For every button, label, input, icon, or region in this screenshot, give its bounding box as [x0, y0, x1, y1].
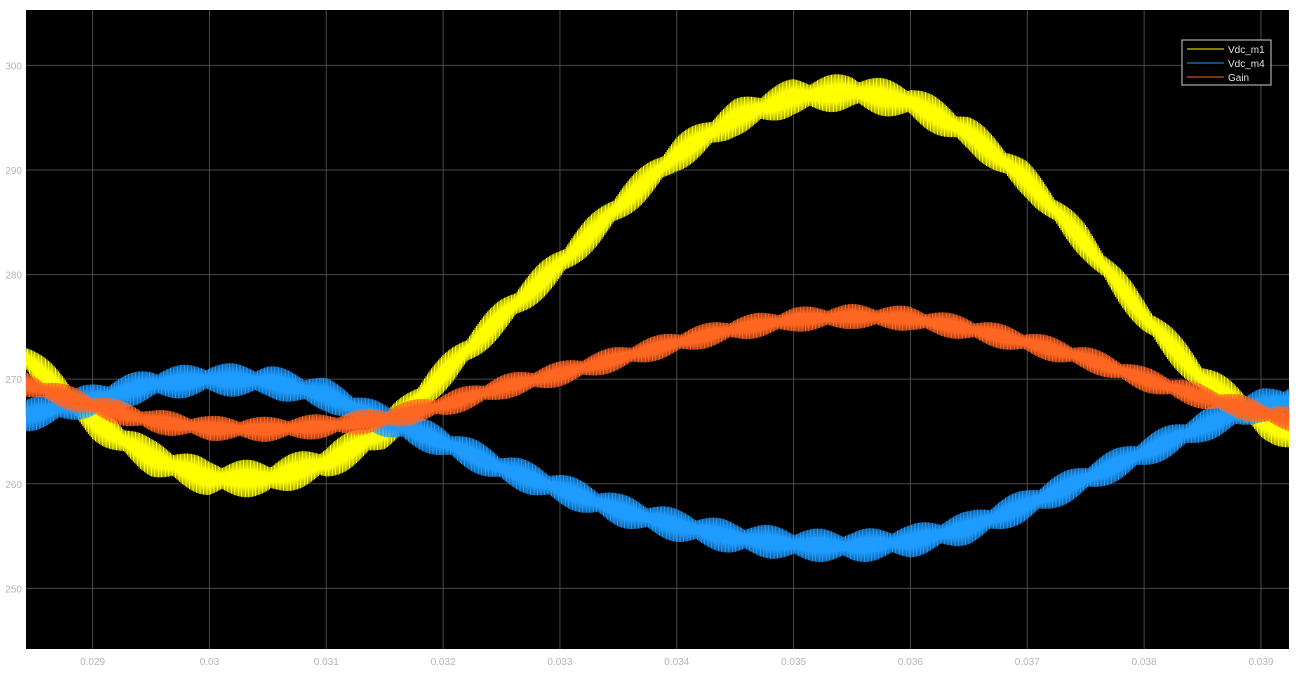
y-tick-label: 260: [5, 480, 22, 491]
legend-label: Vdc_m4: [1228, 59, 1265, 70]
x-tick-label: 0.033: [547, 657, 572, 668]
x-tick-label: 0.039: [1248, 657, 1273, 668]
x-tick-label: 0.035: [781, 657, 806, 668]
y-tick-label: 280: [5, 271, 22, 282]
x-tick-label: 0.038: [1132, 657, 1157, 668]
series-vdc-m4: [25, 363, 1290, 563]
x-tick-label: 0.029: [80, 657, 105, 668]
plot-background: [26, 10, 1289, 649]
x-tick-label: 0.037: [1015, 657, 1040, 668]
x-tick-label: 0.03: [200, 657, 220, 668]
x-tick-label: 0.032: [431, 657, 456, 668]
legend: Vdc_m1 Vdc_m4 Gain: [1181, 39, 1272, 86]
x-tick-label: 0.036: [898, 657, 923, 668]
legend-label: Vdc_m1: [1228, 45, 1265, 56]
y-tick-label: 270: [5, 375, 22, 386]
x-tick-label: 0.034: [664, 657, 689, 668]
series-layer: [24, 74, 1290, 563]
series-gain: [25, 303, 1290, 442]
y-tick-label: 290: [5, 166, 22, 177]
series-ripple: [25, 303, 1290, 442]
series-line: [25, 377, 1290, 549]
legend-label: Gain: [1228, 73, 1249, 84]
series-line: [24, 89, 1290, 481]
series-line: [25, 314, 1290, 432]
series-ripple: [25, 74, 1290, 498]
x-tick-label: 0.031: [314, 657, 339, 668]
tick-labels: 0.029 0.03 0.031 0.032 0.033 0.034 0.035 0.036 0…: [5, 61, 1274, 668]
series-vdc-m1: [24, 74, 1290, 498]
series-ripple: [25, 363, 1290, 563]
y-tick-label: 250: [5, 584, 22, 595]
y-tick-label: 300: [5, 61, 22, 72]
